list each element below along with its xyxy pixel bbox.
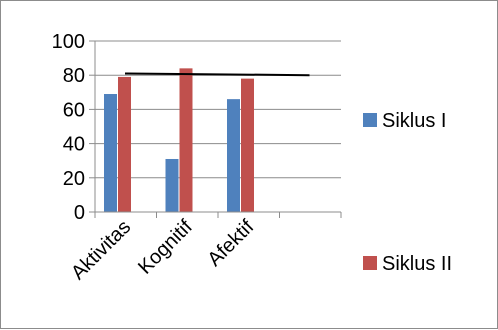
reference-line-group bbox=[124, 72, 310, 77]
legend-swatch bbox=[363, 256, 377, 270]
reference-line bbox=[124, 72, 310, 77]
bar-siklus-i bbox=[227, 99, 240, 212]
bar-siklus-ii bbox=[118, 76, 131, 212]
axes bbox=[89, 40, 342, 218]
y-tick-label: 40 bbox=[63, 134, 85, 156]
legend-label: Siklus II bbox=[382, 253, 452, 275]
bar-siklus-ii bbox=[241, 78, 254, 213]
legend: Siklus I Siklus II bbox=[363, 110, 452, 275]
legend-label: Siklus I bbox=[382, 110, 446, 132]
y-tick-label: 80 bbox=[63, 65, 85, 87]
y-tick-label: 0 bbox=[74, 202, 85, 224]
y-tick-label: 60 bbox=[63, 99, 85, 121]
gridlines bbox=[95, 40, 341, 179]
bar-siklus-i bbox=[104, 94, 117, 212]
x-tick-label: Afektif bbox=[203, 216, 258, 271]
bar-siklus-ii bbox=[179, 68, 193, 212]
x-tick-label: Aktivitas bbox=[67, 216, 135, 284]
bars bbox=[104, 68, 254, 213]
legend-swatch bbox=[363, 113, 377, 127]
y-tick-label: 100 bbox=[52, 31, 85, 53]
y-tick-label: 20 bbox=[63, 168, 85, 190]
bar-siklus-i bbox=[165, 158, 179, 212]
x-tick-label: Kognitif bbox=[134, 216, 197, 279]
